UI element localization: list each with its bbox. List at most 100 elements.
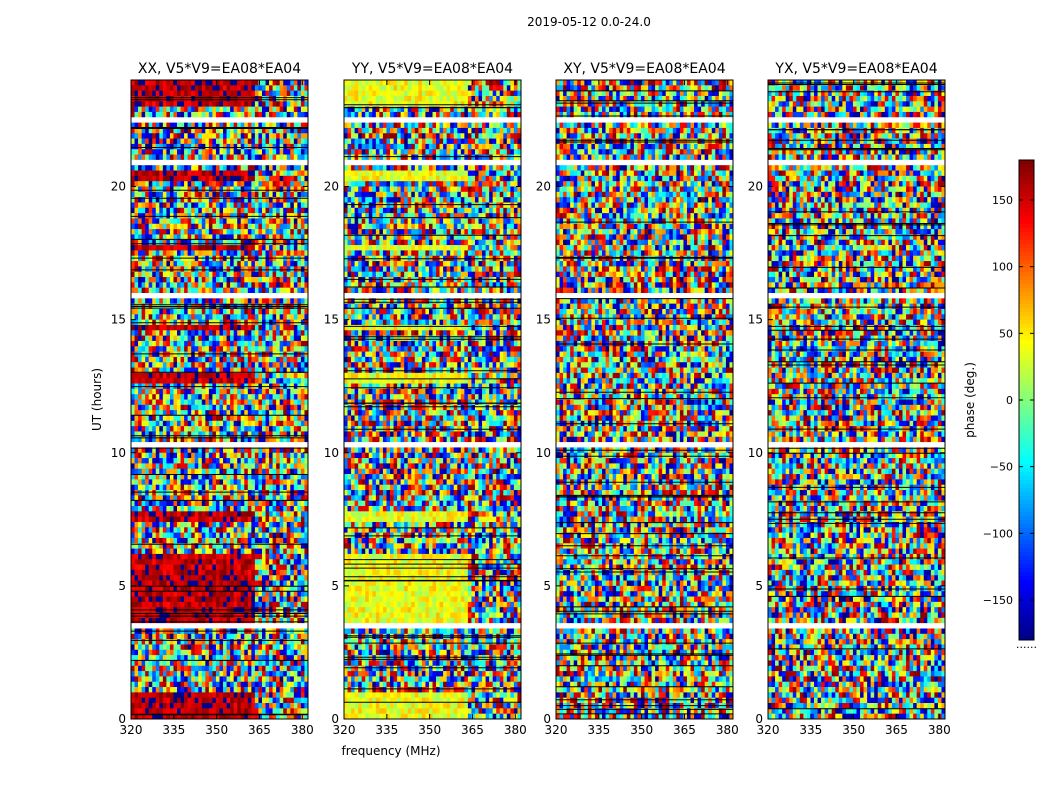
heatmap-cell	[272, 170, 277, 177]
heatmap-cell	[223, 261, 227, 267]
heatmap-cell	[184, 388, 188, 395]
heatmap-cell	[261, 388, 266, 395]
heatmap-cell	[138, 527, 142, 533]
heatmap-cell	[173, 197, 178, 203]
heatmap-cell	[258, 143, 263, 150]
heatmap-cell	[237, 261, 242, 267]
heatmap-cell	[145, 559, 149, 565]
heatmap-cell	[131, 229, 135, 235]
heatmap-cell	[177, 575, 181, 581]
heatmap-cell	[269, 191, 273, 198]
heatmap-cell	[290, 436, 295, 443]
heatmap-cell	[300, 490, 305, 496]
heatmap-cell	[219, 106, 224, 113]
heatmap-cell	[233, 585, 238, 592]
heatmap-cell	[290, 458, 295, 464]
heatmap-cell	[134, 250, 139, 257]
heatmap-cell	[184, 474, 188, 480]
heatmap-cell	[240, 580, 245, 587]
heatmap-cell	[194, 548, 199, 555]
heatmap-cell	[261, 356, 266, 363]
heatmap-cell	[187, 106, 192, 113]
heatmap-cell	[187, 527, 192, 533]
heatmap-cell	[297, 362, 302, 368]
heatmap-cell	[244, 436, 249, 443]
heatmap-cell	[173, 324, 178, 331]
heatmap-cell	[131, 442, 135, 448]
heatmap-cell	[212, 591, 217, 597]
heatmap-cell	[300, 399, 305, 406]
heatmap-cell	[293, 564, 298, 571]
heatmap-cell	[134, 159, 139, 166]
heatmap-cell	[223, 367, 227, 374]
heatmap-cell	[208, 591, 213, 597]
heatmap-cell	[201, 506, 206, 512]
heatmap-cell	[251, 537, 256, 544]
heatmap-cell	[244, 420, 249, 427]
heatmap-cell	[191, 399, 196, 406]
heatmap-cell	[198, 367, 203, 374]
heatmap-cell	[272, 181, 277, 187]
heatmap-cell	[269, 362, 273, 368]
heatmap-cell	[286, 596, 291, 603]
heatmap-cell	[166, 394, 171, 400]
heatmap-cell	[215, 426, 220, 432]
heatmap-cell	[265, 250, 270, 257]
heatmap-cell	[205, 218, 210, 225]
heatmap-cell	[286, 585, 291, 592]
heatmap-cell	[215, 484, 220, 491]
heatmap-cell	[191, 521, 196, 528]
heatmap-cell	[258, 175, 263, 182]
heatmap-cell	[208, 106, 213, 113]
heatmap-cell	[169, 159, 174, 166]
heatmap-cell	[191, 181, 196, 187]
heatmap-cell	[155, 287, 160, 294]
heatmap-cell	[286, 442, 291, 448]
heatmap-cell	[230, 564, 234, 571]
heatmap-cell	[205, 506, 210, 512]
heatmap-cell	[166, 340, 171, 347]
heatmap-cell	[258, 506, 263, 512]
heatmap-cell	[212, 271, 217, 278]
heatmap-cell	[230, 159, 234, 166]
heatmap-cell	[166, 516, 171, 523]
heatmap-cell	[230, 410, 234, 416]
heatmap-cell	[215, 532, 220, 539]
heatmap-cell	[237, 197, 242, 203]
heatmap-cell	[145, 218, 149, 225]
heatmap-cell	[177, 229, 181, 235]
heatmap-cell	[254, 165, 259, 171]
heatmap-cell	[251, 516, 256, 523]
heatmap-cell	[173, 133, 178, 139]
heatmap-cell	[219, 191, 224, 198]
heatmap-cell	[141, 250, 146, 257]
heatmap-cell	[244, 293, 249, 299]
heatmap-cell	[141, 95, 146, 102]
heatmap-cell	[159, 452, 164, 459]
heatmap-cell	[212, 175, 217, 182]
heatmap-cell	[208, 181, 213, 187]
heatmap-cell	[293, 378, 298, 384]
heatmap-cell	[272, 468, 277, 475]
heatmap-cell	[230, 106, 234, 113]
heatmap-cell	[212, 452, 217, 459]
heatmap-cell	[240, 399, 245, 406]
heatmap-cell	[148, 223, 153, 230]
heatmap-cell	[141, 314, 146, 320]
heatmap-cell	[201, 122, 206, 129]
heatmap-cell	[205, 596, 210, 603]
heatmap-cell	[131, 362, 135, 368]
heatmap-cell	[159, 133, 164, 139]
heatmap-cell	[159, 106, 164, 113]
heatmap-cell	[166, 367, 171, 374]
heatmap-cell	[240, 122, 245, 129]
heatmap-cell	[177, 138, 181, 145]
heatmap-cell	[173, 330, 178, 336]
heatmap-cell	[290, 324, 295, 331]
heatmap-cell	[155, 111, 160, 118]
heatmap-cell	[272, 314, 277, 320]
heatmap-cell	[233, 186, 238, 193]
heatmap-cell	[212, 181, 217, 187]
heatmap-cell	[194, 442, 199, 448]
